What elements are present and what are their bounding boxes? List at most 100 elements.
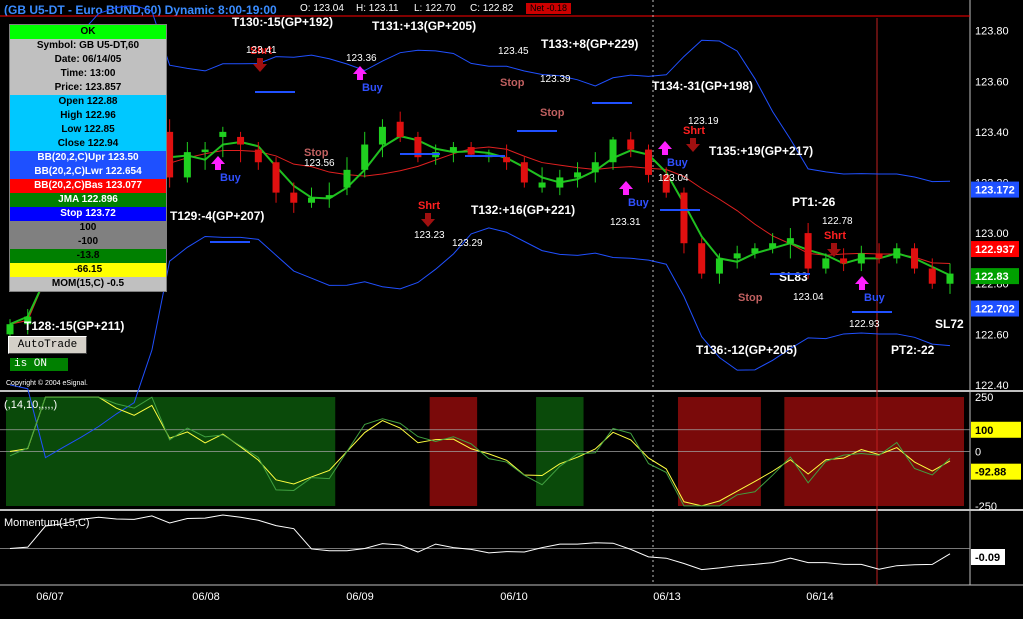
price-note: 123.04 — [793, 292, 824, 303]
signal-label: Stop — [738, 292, 763, 304]
candle-body — [609, 139, 617, 163]
signal-label: Buy — [220, 172, 242, 184]
signal-label: Stop — [304, 147, 329, 159]
cci-tick-label: 250 — [975, 392, 993, 404]
signal-label: Shrt — [683, 125, 705, 137]
price-badge-text: 123.172 — [975, 185, 1015, 197]
date-label: 06/14 — [806, 591, 834, 603]
data-window-row: Stop 123.72 — [10, 207, 166, 221]
momentum-panel-label: Momentum(15,C) — [4, 517, 90, 529]
candle-body — [875, 253, 883, 259]
trade-annotation: SL72 — [935, 317, 964, 331]
candle-body — [928, 268, 936, 284]
candle-body — [414, 136, 422, 158]
data-window-row: Date: 06/14/05 — [10, 53, 166, 67]
buy-arrow-icon — [855, 276, 869, 290]
autotrade-status: is ON — [10, 358, 68, 371]
date-label: 06/09 — [346, 591, 374, 603]
candle-body — [840, 258, 848, 264]
trade-annotation: PT2:-22 — [891, 343, 935, 357]
signal-label: Stop — [500, 77, 525, 89]
signal-label: Buy — [362, 82, 384, 94]
buy-arrow-icon — [353, 66, 367, 80]
price-note: 123.56 — [304, 158, 335, 169]
trade-annotation: T135:+19(GP+217) — [709, 144, 813, 158]
autotrade-button[interactable]: AutoTrade — [8, 336, 87, 354]
candle-body — [680, 192, 688, 244]
price-note: 123.04 — [658, 173, 689, 184]
trade-annotation: T131:+13(GP+205) — [372, 19, 476, 33]
data-window-row: -100 — [10, 235, 166, 249]
trade-annotation: T128:-15(GP+211) — [24, 319, 124, 333]
buy-arrow-icon — [658, 141, 672, 155]
momentum-line — [9, 514, 951, 571]
candle-body — [538, 182, 546, 188]
candle-body — [520, 162, 528, 183]
candle-body — [733, 253, 741, 259]
data-window-row: -66.15 — [10, 263, 166, 277]
data-window-row: Symbol: GB U5-DT,60 — [10, 39, 166, 53]
price-note: 123.23 — [414, 230, 445, 241]
date-label: 06/10 — [500, 591, 528, 603]
price-tick-label: 123.40 — [975, 127, 1009, 139]
candle-body — [308, 197, 316, 203]
candle-body — [893, 248, 901, 259]
candle-body — [166, 131, 174, 178]
candle-body — [591, 162, 599, 173]
trade-annotation: T130:-15(GP+192) — [232, 15, 333, 29]
price-note: 122.93 — [849, 319, 880, 330]
data-window-row: OK — [10, 25, 166, 39]
trade-annotation: T136:-12(GP+205) — [696, 343, 797, 357]
candle-body — [219, 131, 227, 137]
cci-panel-label: (,14,10,,,,,) — [4, 399, 58, 411]
candle-body — [698, 243, 706, 274]
price-badge-text: 122.83 — [975, 271, 1009, 283]
candle-body — [290, 192, 298, 203]
momentum-value-text: -0.09 — [975, 552, 1000, 564]
candle-body — [183, 152, 191, 178]
data-window-row: BB(20,2,C)Lwr 122.654 — [10, 165, 166, 179]
candle-body — [574, 172, 582, 178]
trade-annotation: T132:+16(GP+221) — [471, 203, 575, 217]
price-badge — [971, 241, 1019, 258]
data-window-row: 100 — [10, 221, 166, 235]
candle-body — [467, 147, 475, 155]
cci-tick-label: -250 — [975, 501, 997, 513]
candle-body — [503, 157, 511, 163]
net-change-badge: Net -0.18 — [526, 3, 572, 14]
ohlc-open: O: 123.04 — [300, 3, 344, 14]
data-window-row: Close 122.94 — [10, 137, 166, 151]
chart-title-bar: (GB U5-DT - Euro BUND,60) Dynamic 8:00-1… — [0, 0, 1023, 18]
data-window-row: Open 122.88 — [10, 95, 166, 109]
short-arrow-icon — [253, 58, 267, 72]
price-note: 123.29 — [452, 238, 483, 249]
candle-body — [662, 174, 670, 193]
cci-tick-label: 0 — [975, 447, 981, 459]
signal-label: Buy — [667, 157, 689, 169]
data-window[interactable]: OK Symbol: GB U5-DT,60 Date: 06/14/05 Time:… — [9, 24, 167, 292]
date-label: 06/08 — [192, 591, 220, 603]
trade-annotation: SL83 — [779, 270, 808, 284]
price-note: 123.39 — [540, 74, 571, 85]
short-arrow-icon — [827, 243, 841, 257]
short-arrow-icon — [686, 138, 700, 152]
candle-body — [361, 144, 369, 170]
trade-annotation: PT1:-26 — [792, 195, 836, 209]
momentum-value-badge — [971, 549, 1005, 565]
candle-body — [751, 248, 759, 254]
trade-annotation: T133:+8(GP+229) — [541, 37, 638, 51]
signal-label: Shrt — [418, 200, 440, 212]
signal-label: Shrt — [824, 230, 846, 242]
signal-label: Buy — [864, 292, 886, 304]
price-badge-text: 122.937 — [975, 244, 1015, 256]
signal-label: Stop — [540, 107, 565, 119]
candle-body — [786, 238, 794, 244]
candle-body — [6, 324, 14, 335]
candle-body — [449, 147, 457, 153]
price-tick-label: 123.00 — [975, 228, 1009, 240]
buy-arrow-icon — [619, 181, 633, 195]
price-tick-label: 123.60 — [975, 76, 1009, 88]
candle-body — [396, 121, 404, 137]
candle-body — [237, 136, 245, 145]
